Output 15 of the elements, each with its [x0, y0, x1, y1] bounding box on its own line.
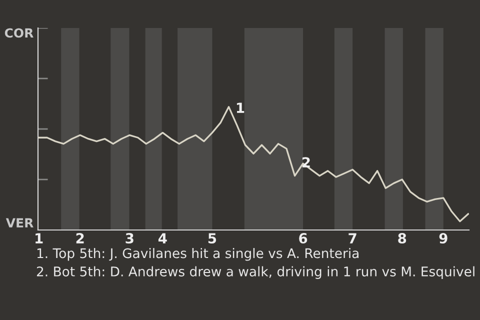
text: 2. Bot 5th: D. Andrews drew a walk, driving in 1 run vs M. Esquivel	[36, 266, 474, 280]
annotation: 2	[302, 157, 310, 168]
x-tick-label: 9	[439, 233, 448, 244]
x-tick-label: 6	[299, 233, 308, 244]
x-tick-label: 3	[126, 233, 134, 244]
text: VER	[6, 218, 34, 228]
text: COR	[4, 28, 34, 38]
text: 1. Top 5th: J. Gavilanes hit a single vs A. Renteria	[37, 248, 358, 261]
annotation: 1	[236, 102, 244, 113]
x-tick-label: 1	[36, 233, 43, 244]
x-tick-label: 8	[398, 233, 406, 244]
x-tick-label: 2	[76, 233, 84, 244]
x-tick-label: 4	[158, 233, 167, 244]
x-tick-label: 7	[348, 233, 356, 244]
x-tick-label: 5	[208, 233, 216, 244]
